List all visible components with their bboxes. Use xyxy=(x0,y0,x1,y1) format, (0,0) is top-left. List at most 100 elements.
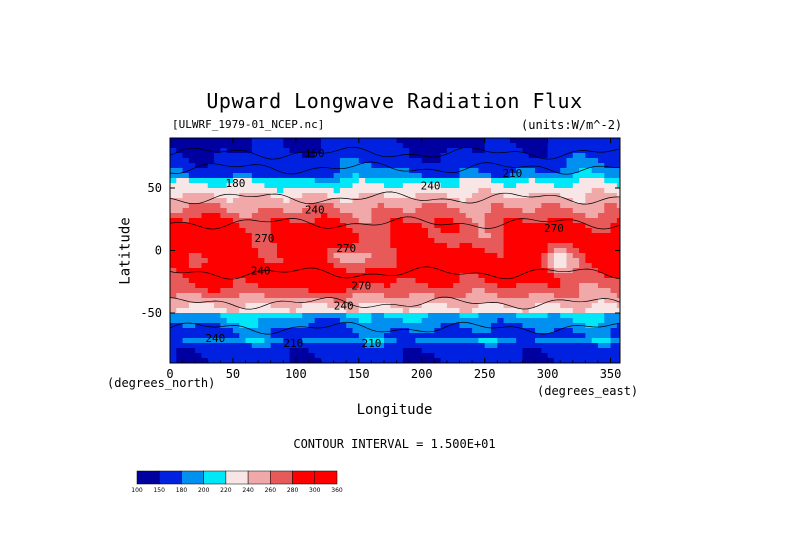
heatmap-cell xyxy=(188,228,196,234)
heatmap-cell xyxy=(314,153,322,159)
heatmap-cell xyxy=(276,223,284,229)
heatmap-cell xyxy=(232,163,240,169)
heatmap-cell xyxy=(566,303,574,309)
heatmap-cell xyxy=(553,338,561,344)
heatmap-cell xyxy=(314,303,322,309)
heatmap-cell xyxy=(251,163,259,169)
heatmap-cell xyxy=(421,188,429,194)
heatmap-cell xyxy=(289,228,297,234)
heatmap-cell xyxy=(440,348,448,354)
heatmap-cell xyxy=(472,163,479,169)
heatmap-cell xyxy=(409,338,417,344)
heatmap-cell xyxy=(604,168,612,174)
heatmap-cell xyxy=(239,228,247,234)
heatmap-cell xyxy=(214,173,221,179)
heatmap-cell xyxy=(579,163,586,169)
heatmap-cell xyxy=(295,243,303,249)
heatmap-cell xyxy=(314,238,322,244)
heatmap-cell xyxy=(453,283,461,289)
heatmap-cell xyxy=(283,138,291,144)
heatmap-cell xyxy=(314,283,322,289)
heatmap-cell xyxy=(371,283,379,289)
heatmap-cell xyxy=(459,268,467,274)
heatmap-cell xyxy=(566,198,574,204)
heatmap-cell xyxy=(201,138,209,144)
heatmap-cell xyxy=(207,158,215,164)
heatmap-cell xyxy=(390,238,398,244)
heatmap-cell xyxy=(346,233,354,239)
heatmap-cell xyxy=(339,178,347,184)
heatmap-cell xyxy=(383,188,391,194)
heatmap-cell xyxy=(446,233,454,239)
heatmap-cell xyxy=(283,233,291,239)
heatmap-cell xyxy=(503,198,511,204)
heatmap-cell xyxy=(434,298,442,304)
heatmap-cell xyxy=(188,188,196,194)
heatmap-cell xyxy=(560,263,568,269)
heatmap-cell xyxy=(440,213,448,219)
heatmap-cell xyxy=(170,273,177,279)
heatmap-cell xyxy=(541,198,549,204)
heatmap-cell xyxy=(553,163,561,169)
heatmap-cell xyxy=(302,178,310,184)
heatmap-cell xyxy=(258,338,266,344)
heatmap-cell xyxy=(415,203,423,209)
heatmap-cell xyxy=(251,243,259,249)
heatmap-cell xyxy=(339,258,347,264)
heatmap-cell xyxy=(239,248,247,254)
heatmap-cell xyxy=(535,188,542,194)
heatmap-cell xyxy=(232,203,240,209)
heatmap-cell xyxy=(572,303,580,309)
heatmap-cell xyxy=(232,173,240,179)
heatmap-cell xyxy=(188,213,196,219)
heatmap-cell xyxy=(453,323,461,329)
heatmap-cell xyxy=(314,148,322,154)
heatmap-cell xyxy=(453,258,461,264)
heatmap-cell xyxy=(295,268,303,274)
heatmap-cell xyxy=(346,358,354,363)
heatmap-cell xyxy=(214,338,221,344)
heatmap-cell xyxy=(245,158,253,164)
heatmap-cell xyxy=(610,358,618,363)
heatmap-cell xyxy=(302,348,310,354)
heatmap-cell xyxy=(170,228,177,234)
heatmap-cell xyxy=(377,173,385,179)
heatmap-cell xyxy=(610,293,618,299)
heatmap-cell xyxy=(465,188,473,194)
heatmap-cell xyxy=(566,278,574,284)
heatmap-cell xyxy=(377,328,385,334)
heatmap-cell xyxy=(245,248,253,254)
heatmap-cell xyxy=(446,293,454,299)
heatmap-cell xyxy=(490,333,498,339)
heatmap-cell xyxy=(522,183,530,189)
heatmap-cell xyxy=(333,203,341,209)
heatmap-cell xyxy=(195,323,203,329)
heatmap-cell xyxy=(459,238,467,244)
heatmap-cell xyxy=(321,213,328,219)
heatmap-cell xyxy=(604,348,612,354)
heatmap-cell xyxy=(245,238,253,244)
heatmap-cell xyxy=(490,203,498,209)
heatmap-cell xyxy=(207,138,215,144)
heatmap-cell xyxy=(207,233,215,239)
heatmap-cell xyxy=(383,338,391,344)
heatmap-cell xyxy=(597,273,605,279)
heatmap-cell xyxy=(214,278,221,284)
heatmap-cell xyxy=(182,168,190,174)
heatmap-cell xyxy=(195,173,203,179)
heatmap-cell xyxy=(302,193,310,199)
heatmap-cell xyxy=(371,253,379,259)
heatmap-cell xyxy=(245,278,253,284)
heatmap-cell xyxy=(239,218,247,224)
heatmap-cell xyxy=(409,318,417,324)
heatmap-cell xyxy=(528,303,536,309)
heatmap-cell xyxy=(270,168,278,174)
heatmap-cell xyxy=(547,138,555,144)
heatmap-cell xyxy=(383,323,391,329)
heatmap-cell xyxy=(402,178,410,184)
heatmap-cell xyxy=(239,313,247,319)
heatmap-cell xyxy=(604,208,612,214)
heatmap-cell xyxy=(327,338,335,344)
heatmap-cell xyxy=(553,208,561,214)
heatmap-cell xyxy=(302,268,310,274)
